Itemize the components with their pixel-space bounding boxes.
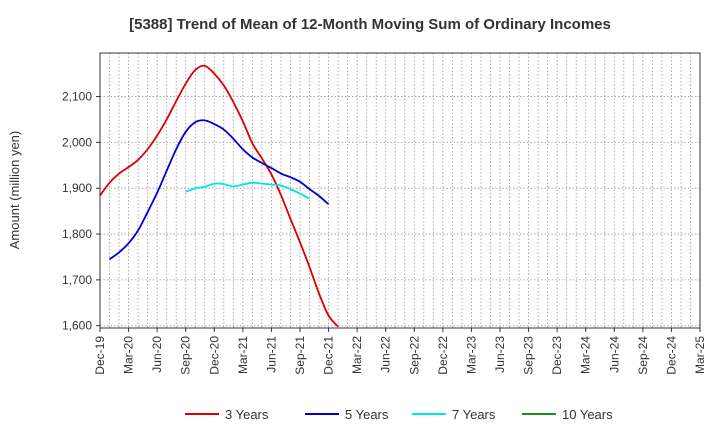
plot-frame xyxy=(99,52,701,329)
legend-label: 10 Years xyxy=(562,407,613,422)
x-tick-label: Dec-19 xyxy=(93,336,107,375)
grid xyxy=(100,53,700,328)
x-tick-label: Sep-21 xyxy=(293,336,307,375)
legend-label: 7 Years xyxy=(452,407,496,422)
legend-label: 5 Years xyxy=(345,407,389,422)
x-tick-label: Mar-20 xyxy=(122,336,136,374)
x-tick-label: Sep-22 xyxy=(407,336,421,375)
x-tick-label: Dec-24 xyxy=(664,336,678,375)
x-tick-label: Jun-22 xyxy=(379,336,393,373)
y-tick-label: 1,800 xyxy=(62,227,92,241)
y-tick-label: 1,700 xyxy=(62,273,92,287)
x-tick-label: Mar-22 xyxy=(350,336,364,374)
x-tick-label: Dec-21 xyxy=(322,336,336,375)
x-tick-label: Mar-21 xyxy=(236,336,250,374)
x-tick-label: Jun-23 xyxy=(493,336,507,373)
x-tick-label: Dec-23 xyxy=(550,336,564,375)
x-tick-label: Mar-23 xyxy=(464,336,478,374)
chart-title: [5388] Trend of Mean of 12-Month Moving … xyxy=(129,16,611,33)
x-tick-label: Jun-20 xyxy=(150,336,164,373)
y-tick-label: 1,900 xyxy=(62,181,92,195)
x-tick-label: Mar-25 xyxy=(693,336,707,374)
x-tick-label: Jun-21 xyxy=(264,336,278,373)
y-axis-label: Amount (million yen) xyxy=(7,131,22,250)
x-ticks: Dec-19 Mar-20 Jun-20 Sep-20 Dec-20 Mar-21 Jun-… xyxy=(93,328,707,375)
x-tick-label: Sep-23 xyxy=(522,336,536,375)
series-line-5-years xyxy=(108,119,330,260)
y-ticks: 1,600 1,700 1,800 1,900 2,000 2,100 xyxy=(62,90,100,333)
x-tick-label: Sep-24 xyxy=(636,336,650,375)
series-lines xyxy=(99,64,339,328)
legend-label: 3 Years xyxy=(225,407,269,422)
x-tick-label: Jun-24 xyxy=(607,336,621,373)
y-tick-label: 1,600 xyxy=(62,319,92,333)
series-line-3-years xyxy=(99,64,339,328)
x-tick-label: Mar-24 xyxy=(579,336,593,374)
x-tick-label: Dec-22 xyxy=(436,336,450,375)
series-line-7-years xyxy=(185,181,310,200)
y-tick-label: 2,000 xyxy=(62,135,92,149)
legend: 3 Years 5 Years 7 Years 10 Years xyxy=(185,407,613,422)
x-tick-label: Dec-20 xyxy=(207,336,221,375)
y-tick-label: 2,100 xyxy=(62,90,92,104)
x-tick-label: Sep-20 xyxy=(179,336,193,375)
